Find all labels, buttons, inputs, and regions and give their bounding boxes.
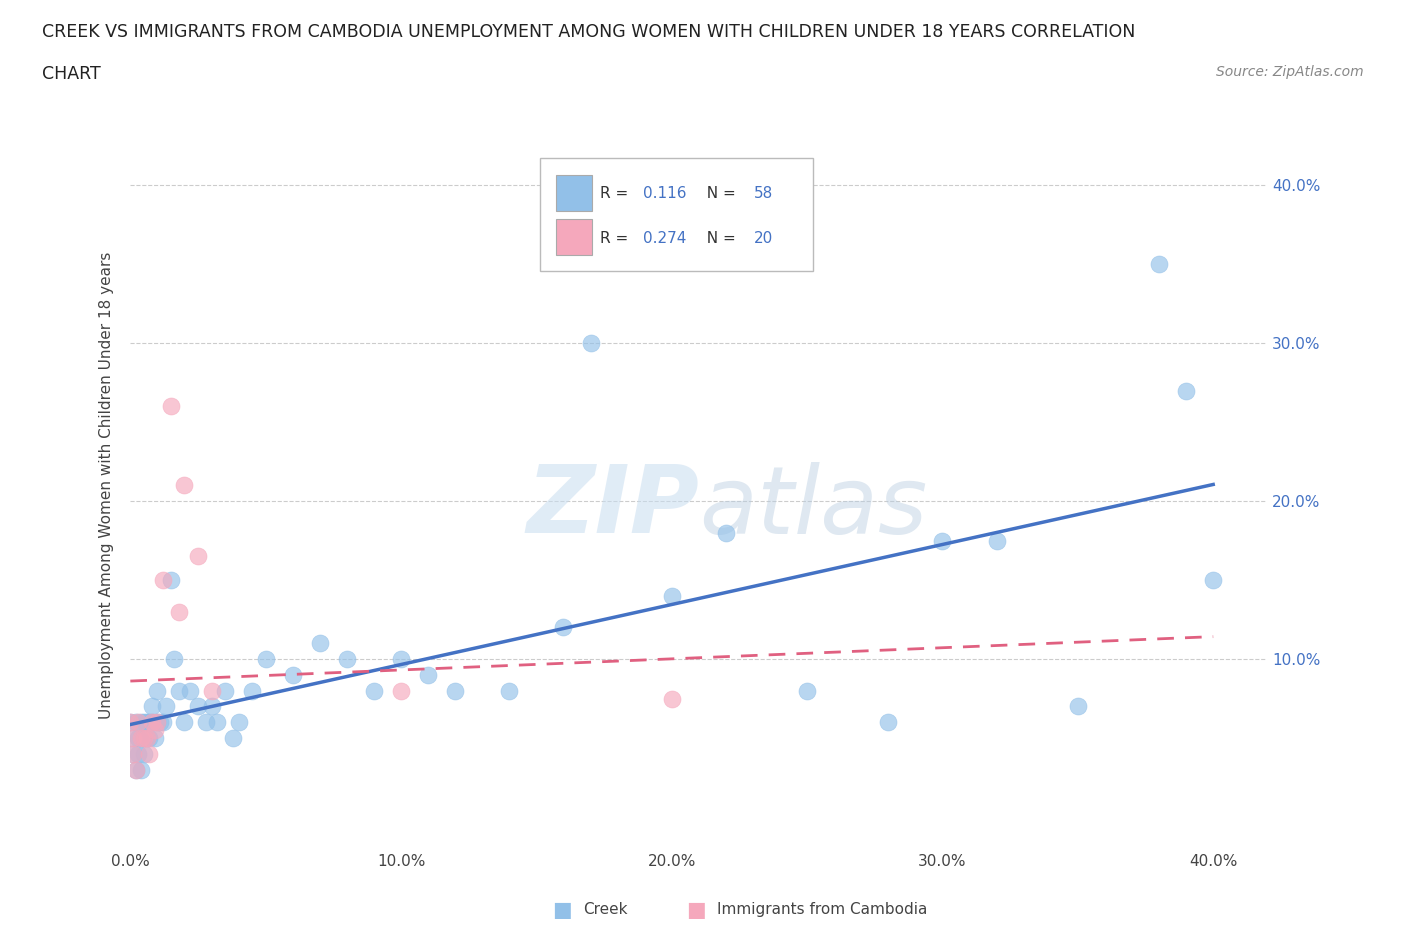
- Point: [138, 715, 160, 730]
- Point: [135, 731, 157, 746]
- Point: [149, 715, 172, 730]
- Point: [122, 747, 145, 762]
- Point: [1147, 257, 1170, 272]
- Point: [120, 715, 142, 730]
- Point: [152, 573, 174, 588]
- Point: [444, 684, 467, 698]
- Point: [160, 399, 183, 414]
- Point: [931, 533, 953, 548]
- Text: Immigrants from Cambodia: Immigrants from Cambodia: [717, 902, 928, 917]
- FancyBboxPatch shape: [555, 175, 592, 211]
- Point: [132, 731, 155, 746]
- Point: [122, 731, 145, 746]
- Point: [200, 684, 222, 698]
- Point: [228, 715, 250, 730]
- Point: [553, 620, 575, 635]
- Point: [120, 715, 142, 730]
- Point: [363, 684, 385, 698]
- Point: [714, 525, 737, 540]
- FancyBboxPatch shape: [540, 158, 813, 271]
- Point: [141, 715, 163, 730]
- Point: [129, 731, 152, 746]
- Text: CHART: CHART: [42, 65, 101, 83]
- FancyBboxPatch shape: [555, 219, 592, 255]
- Text: N =: N =: [696, 186, 740, 201]
- Text: Source: ZipAtlas.com: Source: ZipAtlas.com: [1216, 65, 1364, 79]
- Text: 20: 20: [754, 231, 773, 246]
- Point: [122, 747, 145, 762]
- Point: [173, 715, 195, 730]
- Text: ZIP: ZIP: [526, 461, 699, 553]
- Point: [122, 731, 145, 746]
- Point: [579, 336, 602, 351]
- Y-axis label: Unemployment Among Women with Children Under 18 years: Unemployment Among Women with Children U…: [100, 252, 114, 719]
- Text: atlas: atlas: [699, 461, 927, 552]
- Text: 0.116: 0.116: [643, 186, 686, 201]
- Point: [661, 589, 683, 604]
- Point: [127, 731, 149, 746]
- Point: [125, 763, 148, 777]
- Point: [254, 652, 277, 667]
- Text: ■: ■: [553, 899, 572, 920]
- Point: [336, 652, 359, 667]
- Point: [1202, 573, 1225, 588]
- Point: [877, 715, 900, 730]
- Point: [498, 684, 520, 698]
- Point: [796, 684, 818, 698]
- Point: [195, 715, 218, 730]
- Point: [146, 715, 169, 730]
- Text: R =: R =: [600, 231, 633, 246]
- Text: N =: N =: [696, 231, 740, 246]
- Point: [125, 715, 148, 730]
- Point: [214, 684, 236, 698]
- Text: 58: 58: [754, 186, 773, 201]
- Point: [160, 573, 183, 588]
- Point: [138, 731, 160, 746]
- Point: [281, 668, 304, 683]
- Point: [141, 715, 163, 730]
- Point: [986, 533, 1008, 548]
- Point: [205, 715, 228, 730]
- Point: [187, 699, 209, 714]
- Point: [187, 549, 209, 564]
- Point: [152, 715, 174, 730]
- Point: [173, 478, 195, 493]
- Point: [143, 731, 166, 746]
- Point: [132, 747, 155, 762]
- Point: [167, 684, 190, 698]
- Point: [135, 715, 157, 730]
- Point: [132, 731, 155, 746]
- Point: [222, 731, 245, 746]
- Point: [1067, 699, 1090, 714]
- Point: [125, 763, 148, 777]
- Point: [179, 684, 201, 698]
- Point: [143, 723, 166, 737]
- Point: [167, 604, 190, 619]
- Point: [389, 652, 412, 667]
- Point: [141, 699, 163, 714]
- Point: [155, 699, 177, 714]
- Point: [661, 691, 683, 706]
- Text: 0.274: 0.274: [643, 231, 686, 246]
- Text: ■: ■: [686, 899, 706, 920]
- Point: [138, 747, 160, 762]
- Point: [146, 715, 169, 730]
- Point: [127, 715, 149, 730]
- Point: [132, 715, 155, 730]
- Point: [416, 668, 439, 683]
- Point: [135, 731, 157, 746]
- Text: R =: R =: [600, 186, 633, 201]
- Point: [163, 652, 186, 667]
- Point: [127, 747, 149, 762]
- Point: [146, 684, 169, 698]
- Point: [1175, 383, 1198, 398]
- Text: CREEK VS IMMIGRANTS FROM CAMBODIA UNEMPLOYMENT AMONG WOMEN WITH CHILDREN UNDER 1: CREEK VS IMMIGRANTS FROM CAMBODIA UNEMPL…: [42, 23, 1136, 41]
- Point: [240, 684, 263, 698]
- Text: Creek: Creek: [583, 902, 628, 917]
- Point: [389, 684, 412, 698]
- Point: [129, 763, 152, 777]
- Point: [308, 636, 330, 651]
- Point: [200, 699, 222, 714]
- Point: [129, 715, 152, 730]
